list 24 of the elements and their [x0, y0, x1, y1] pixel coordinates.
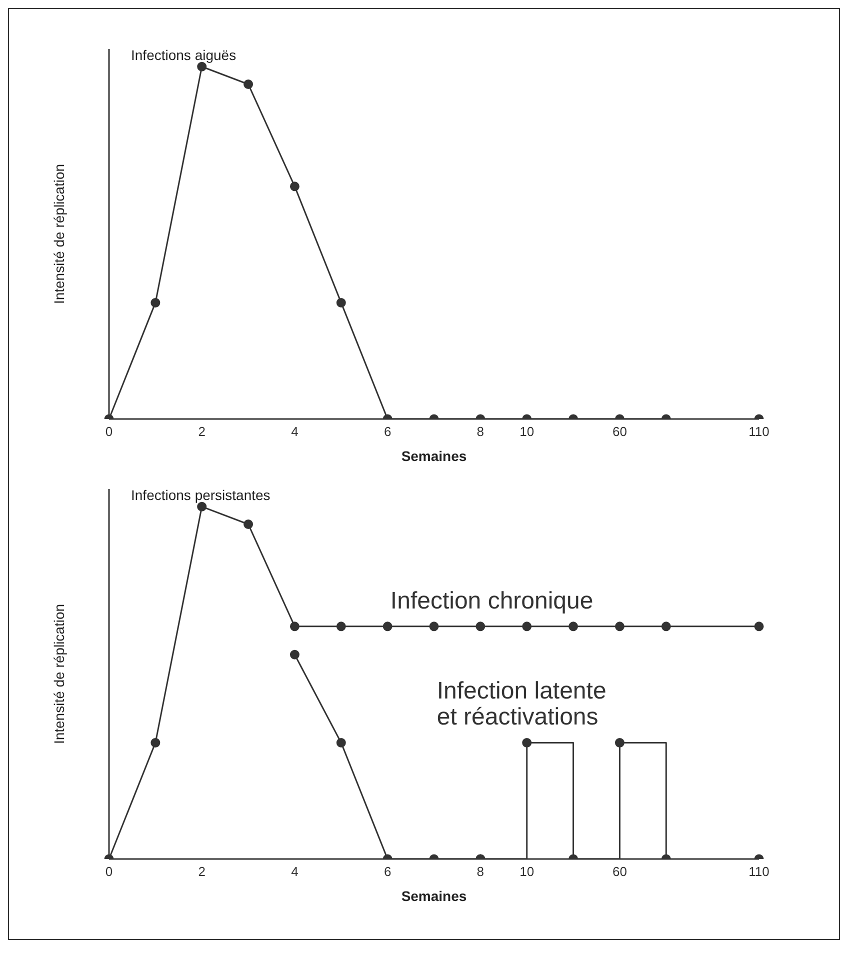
x-tick-label: 110	[748, 864, 770, 880]
x-axis-title: Semaines	[401, 448, 467, 464]
y-axis-title: Intensité de réplication	[50, 164, 67, 304]
x-tick-label: 4	[291, 864, 298, 880]
x-tick-label: 60	[612, 864, 627, 880]
series-label: Infection chronique	[390, 587, 594, 614]
x-tick-label: 6	[384, 424, 392, 440]
x-axis-title: Semaines	[401, 888, 467, 904]
x-tick-label: 10	[520, 864, 534, 880]
x-tick-label: 4	[291, 424, 298, 440]
y-axis-title: Intensité de réplication	[50, 604, 67, 744]
x-tick-label: 0	[105, 424, 113, 440]
x-tick-label: 6	[384, 864, 392, 880]
chart-title: Infections persistantes	[131, 487, 270, 503]
x-tick-label: 10	[520, 424, 534, 440]
x-tick-label: 8	[476, 864, 484, 880]
x-tick-label: 0	[105, 864, 113, 880]
x-tick-label: 2	[198, 864, 206, 880]
x-tick-label: 2	[198, 424, 206, 440]
x-tick-label: 110	[748, 424, 770, 440]
chart-title: Infections aiguës	[131, 47, 236, 63]
series-label: Infection latente et réactivations	[436, 678, 606, 731]
x-tick-label: 60	[612, 424, 627, 440]
x-tick-label: 8	[476, 424, 484, 440]
